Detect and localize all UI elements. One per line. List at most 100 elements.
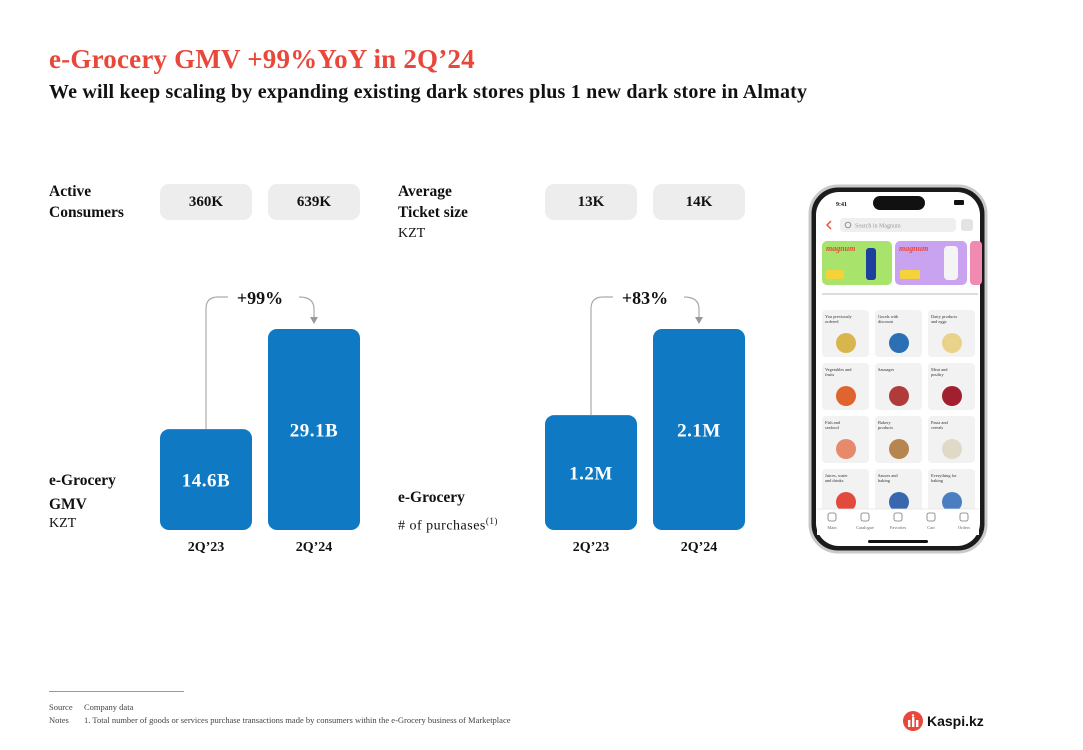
- category-tile-label: products: [878, 425, 893, 430]
- nav-icon: [827, 512, 837, 522]
- bar-0: [160, 429, 252, 530]
- category-tile-label: Dairy products: [931, 314, 958, 319]
- bar-1: [653, 329, 745, 530]
- category-tile-label: poultry: [931, 372, 944, 377]
- category-tile-label: Everything for: [931, 473, 957, 478]
- kpi-unit: KZT: [398, 226, 426, 241]
- category-tile-label: Fish and: [825, 420, 841, 425]
- category-tile-image: [889, 333, 909, 353]
- notes-label: Notes: [49, 715, 69, 725]
- nav-label: Main: [827, 525, 837, 530]
- category-tile-label: fruits: [825, 372, 835, 377]
- phone-mockup: 9:41 Search in Magnum magnum magnum You prev…: [808, 184, 988, 554]
- category-tile-label: seafood: [825, 425, 839, 430]
- nav-label: Favorites: [890, 525, 907, 530]
- category-tile-image: [836, 386, 856, 406]
- footer-divider: [49, 691, 184, 692]
- status-time: 9:41: [836, 202, 847, 208]
- battery-icon: [954, 200, 964, 205]
- category-tile-image: [889, 492, 909, 512]
- kaspi-logo-icon: [903, 711, 923, 731]
- category-tile-label: and eggs: [931, 319, 947, 324]
- kpi-label-line1: Average: [398, 183, 452, 200]
- category-tile-label: baking: [931, 478, 944, 483]
- category-tile-image: [942, 386, 962, 406]
- kaspi-logo: Kaspi.kz: [903, 711, 984, 731]
- gmv-chart: 14.6B 2Q’23 29.1B 2Q’24 +99%: [160, 288, 360, 555]
- category-tile-label: Sauces and: [878, 473, 898, 478]
- data-label-0: 1.2M: [569, 464, 613, 485]
- search-icon: [844, 221, 852, 229]
- search-input: [840, 218, 956, 232]
- nav-icon: [860, 512, 870, 522]
- promo-brand-2: magnum: [899, 244, 928, 253]
- purchases-chart-label: e-Grocery # of purchases(1): [398, 487, 498, 537]
- promo-product-1: [866, 248, 876, 280]
- purchases-chart: 1.2M 2Q’23 2.1M 2Q’24 +83%: [545, 288, 745, 555]
- bar-1: [268, 329, 360, 530]
- category-tile-label: discount: [878, 319, 894, 324]
- kpi-label-line2: Ticket size: [398, 204, 468, 221]
- category-tile-label: Meat and: [931, 367, 948, 372]
- nav-label: Catalogue: [856, 525, 874, 530]
- chart-label-line1: e-Grocery: [398, 489, 465, 506]
- growth-arrow-start: [205, 296, 228, 430]
- growth-arrow-head: [310, 317, 318, 324]
- bar-0: [545, 415, 637, 530]
- growth-label: +83%: [622, 288, 668, 308]
- footnote-marker: (1): [485, 516, 498, 526]
- category-label-1: 2Q’24: [681, 540, 718, 555]
- growth-arrow-start: [590, 296, 613, 416]
- category-tile-image: [942, 333, 962, 353]
- chart-unit: KZT: [49, 516, 77, 531]
- source-label: Source: [49, 702, 73, 712]
- growth-label: +99%: [237, 288, 283, 308]
- growth-arrow-end: [298, 296, 315, 321]
- kpi-pill-2q24: 639K: [268, 184, 360, 220]
- promo-product-2: [944, 246, 958, 280]
- clear-button: [961, 219, 973, 231]
- page-title: e-Grocery GMV +99%YoY in 2Q’24: [49, 44, 475, 74]
- category-label-1: 2Q’24: [296, 540, 333, 555]
- chart-label-line2: GMV: [49, 496, 87, 513]
- category-tile-image: [942, 492, 962, 512]
- growth-arrow-head: [695, 317, 703, 324]
- nav-icon: [893, 512, 903, 522]
- category-tile-label: Pasta and: [931, 420, 949, 425]
- data-label-1: 2.1M: [677, 421, 721, 442]
- growth-arrow-end: [683, 296, 700, 321]
- category-tile-image: [836, 439, 856, 459]
- category-tile-label: Juices, water: [825, 473, 848, 479]
- source-text: Company data: [84, 702, 134, 712]
- category-tile-image: [889, 439, 909, 459]
- gmv-chart-label: e-Grocery GMV KZT: [49, 470, 116, 532]
- nav-label: Cart: [927, 525, 935, 530]
- kpi-pill-2q23: 360K: [160, 184, 252, 220]
- category-tile-label: Bakery: [878, 420, 891, 425]
- category-label-0: 2Q’23: [188, 540, 225, 555]
- data-label-1: 29.1B: [290, 421, 338, 442]
- nav-icon: [926, 512, 936, 522]
- promo-price-2: [900, 270, 920, 279]
- category-tile-image: [889, 386, 909, 406]
- category-tile-label: and drinks: [825, 478, 844, 483]
- kpi-label-line2: Consumers: [49, 204, 124, 221]
- category-tile-label: ordered: [825, 319, 839, 324]
- chart-label-line2: # of purchases: [398, 518, 486, 534]
- page-subtitle: We will keep scaling by expanding existi…: [49, 81, 808, 103]
- kpi-label-line1: Active: [49, 183, 92, 200]
- category-label-0: 2Q’23: [573, 540, 610, 555]
- category-tile-label: Vegetables and: [825, 367, 852, 372]
- phone-notch: [873, 196, 925, 210]
- promo-banner-3: [970, 241, 982, 285]
- ticket-pill-2q23: 13K: [545, 184, 637, 220]
- search-placeholder: Search in Magnum: [855, 224, 901, 230]
- active-consumers-label: Active Consumers: [49, 181, 124, 223]
- avg-ticket-label: Average Ticket size KZT: [398, 181, 468, 244]
- ticket-pill-2q24: 14K: [653, 184, 745, 220]
- category-tile-label: cereals: [931, 425, 943, 430]
- kaspi-logo-text: Kaspi.kz: [927, 713, 984, 729]
- nav-icon: [959, 512, 969, 522]
- back-icon: [826, 220, 832, 230]
- data-label-0: 14.6B: [182, 471, 230, 492]
